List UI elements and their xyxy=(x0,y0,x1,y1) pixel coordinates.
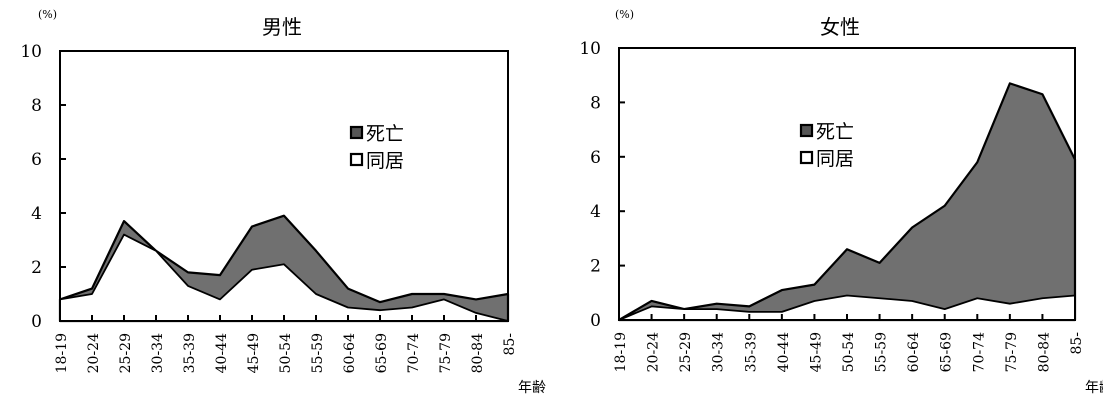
legend-swatch-0 xyxy=(349,125,364,140)
series-area-death xyxy=(617,82,1077,322)
x-axis-label: 年齢 xyxy=(1085,380,1103,396)
x-tick-label: 65-69 xyxy=(374,333,390,373)
legend-label-1: 同居 xyxy=(816,148,854,170)
y-tick-label: 4 xyxy=(31,204,42,224)
x-tick-label: 40-44 xyxy=(214,333,230,373)
x-tick-label: 35-39 xyxy=(182,333,198,373)
series-area-cohabit xyxy=(59,233,509,322)
x-tick-label: 50-54 xyxy=(841,332,857,372)
y-unit-label: (%) xyxy=(615,8,634,21)
y-tick-label: 10 xyxy=(579,39,601,59)
x-tick-label: 85- xyxy=(1069,332,1085,355)
y-tick-label: 4 xyxy=(590,202,601,222)
legend-label-0: 死亡 xyxy=(816,121,854,143)
y-tick-label: 0 xyxy=(590,311,601,331)
x-tick-label: 18-19 xyxy=(54,333,70,373)
y-tick-label: 0 xyxy=(31,312,42,332)
y-tick-label: 2 xyxy=(590,257,601,277)
chart-panel-0: 0 2 4 6 8 10 18-19 20-24 25-29 30-34 35-39 40-44 45-… xyxy=(20,8,546,396)
x-tick-label: 20-24 xyxy=(646,332,662,372)
x-tick-label: 45-49 xyxy=(808,332,824,372)
y-tick-label: 6 xyxy=(590,148,601,168)
x-tick-label: 60-64 xyxy=(906,332,922,372)
x-axis-label: 年齢 xyxy=(518,380,546,396)
x-tick-label: 30-34 xyxy=(150,333,166,373)
x-tick-label: 18-19 xyxy=(613,332,629,372)
y-tick-label: 2 xyxy=(31,258,42,278)
x-tick-label: 75-79 xyxy=(1004,332,1020,372)
y-tick-label: 8 xyxy=(31,96,42,116)
x-tick-label: 85- xyxy=(502,333,518,356)
x-tick-label: 60-64 xyxy=(342,333,358,373)
x-tick-label: 35-39 xyxy=(743,332,759,372)
x-tick-label: 70-74 xyxy=(406,333,422,373)
x-tick-label: 25-29 xyxy=(118,333,134,373)
legend-label-0: 死亡 xyxy=(366,123,404,145)
chart-panel-1: 0 2 4 6 8 10 18-19 20-24 25-29 30-34 35-39 40-44 45-… xyxy=(579,8,1103,396)
legend-swatch-1 xyxy=(349,152,364,167)
legend-swatch-1 xyxy=(799,150,814,165)
x-tick-label: 45-49 xyxy=(246,333,262,373)
x-tick-label: 65-69 xyxy=(939,332,955,372)
y-tick-label: 6 xyxy=(31,150,42,170)
legend-swatch-0 xyxy=(799,123,814,138)
x-tick-label: 55-59 xyxy=(874,332,890,372)
x-tick-label: 20-24 xyxy=(86,333,102,373)
legend-label-1: 同居 xyxy=(366,150,404,172)
y-tick-label: 8 xyxy=(590,93,601,113)
x-tick-label: 80-84 xyxy=(1036,332,1052,372)
y-unit-label: (%) xyxy=(38,8,57,21)
x-tick-label: 70-74 xyxy=(971,332,987,372)
series-area-cohabit xyxy=(618,294,1076,321)
y-tick-label: 10 xyxy=(20,42,42,62)
chart-title: 男性 xyxy=(262,15,302,39)
x-tick-label: 55-59 xyxy=(310,333,326,373)
x-tick-label: 30-34 xyxy=(711,332,727,372)
x-tick-label: 80-84 xyxy=(470,333,486,373)
x-tick-label: 40-44 xyxy=(776,332,792,372)
chart-title: 女性 xyxy=(820,15,860,39)
x-tick-label: 25-29 xyxy=(678,332,694,372)
x-tick-label: 75-79 xyxy=(438,333,454,373)
x-tick-label: 50-54 xyxy=(278,333,294,373)
